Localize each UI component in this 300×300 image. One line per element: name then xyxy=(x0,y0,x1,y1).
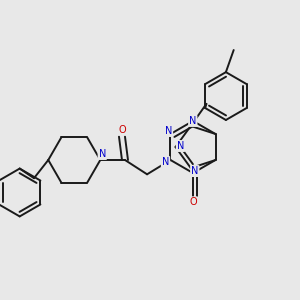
Text: O: O xyxy=(189,197,197,207)
Text: O: O xyxy=(118,124,126,135)
Text: N: N xyxy=(165,126,172,136)
Text: N: N xyxy=(189,116,196,126)
Text: N: N xyxy=(191,166,199,176)
Text: N: N xyxy=(177,141,184,151)
Text: N: N xyxy=(162,157,169,167)
Text: N: N xyxy=(99,149,106,159)
